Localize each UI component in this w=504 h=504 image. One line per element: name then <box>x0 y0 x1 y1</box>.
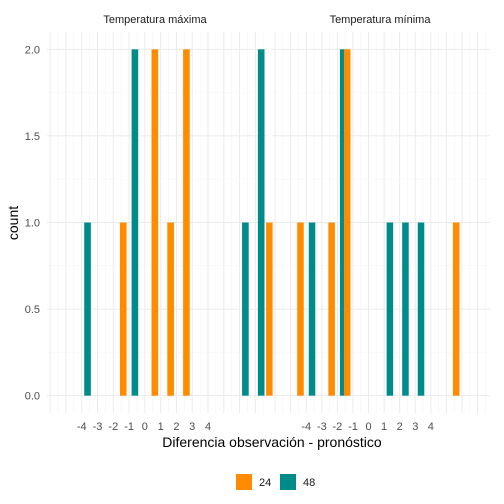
bar-48 <box>417 222 425 396</box>
bar-48 <box>84 222 91 396</box>
x-tick-label: 4 <box>428 421 434 433</box>
legend-label: 48 <box>303 477 315 489</box>
x-tick-label: -3 <box>317 421 327 433</box>
legend: 24 48 <box>236 474 315 490</box>
bars <box>266 49 460 396</box>
bar-24 <box>343 49 351 396</box>
panel-temperatura-minima: Temperatura mínima -4 -3 -2 -1 0 1 2 3 4 <box>266 14 490 433</box>
x-tick-label: -3 <box>93 421 103 433</box>
y-tick-label: 0.5 <box>25 304 40 316</box>
y-tick-label: 0.0 <box>25 391 40 403</box>
y-tick-label: 1.0 <box>25 218 40 230</box>
bar-48 <box>339 49 347 396</box>
x-tick-label: 1 <box>381 421 387 433</box>
legend-label: 24 <box>259 477 271 489</box>
bar-24 <box>266 222 273 396</box>
x-tick-label: 2 <box>173 421 179 433</box>
bar-24 <box>328 222 335 396</box>
bar-24 <box>452 222 460 396</box>
x-axis-title: Diferencia observación - pronóstico <box>162 434 382 450</box>
gridlines <box>272 32 490 413</box>
x-tick-label: 0 <box>142 421 148 433</box>
bar-48 <box>402 222 409 396</box>
bar-24 <box>167 222 174 396</box>
bar-48 <box>257 49 265 396</box>
bar-24 <box>119 222 127 396</box>
bars <box>84 49 265 396</box>
x-tick-label: -4 <box>301 421 311 433</box>
x-tick-label: -2 <box>333 421 343 433</box>
x-tick-label: -2 <box>108 421 118 433</box>
y-tick-label: 2.0 <box>25 44 40 56</box>
bar-24 <box>183 49 190 396</box>
x-tick-label: 1 <box>158 421 164 433</box>
panel-title: Temperatura mínima <box>330 14 432 26</box>
x-tick-label: 0 <box>365 421 371 433</box>
x-tick-label: 3 <box>412 421 418 433</box>
legend-key-48 <box>280 474 296 490</box>
bar-48 <box>242 222 249 396</box>
bar-48 <box>386 222 394 396</box>
legend-key-24 <box>236 474 252 490</box>
bar-48 <box>308 222 316 396</box>
panel-temperatura-maxima: Temperatura máxima -4 -3 -2 -1 0 1 2 3 4 <box>47 14 268 433</box>
bar-24 <box>151 49 159 396</box>
x-tick-label: 4 <box>205 421 211 433</box>
y-axis-title: count <box>5 206 21 240</box>
x-tick-label: -4 <box>77 421 87 433</box>
x-tick-label: -1 <box>124 421 134 433</box>
x-tick-label: 2 <box>397 421 403 433</box>
x-tick-labels: -4 -3 -2 -1 0 1 2 3 4 <box>301 421 434 433</box>
y-tick-label: 1.5 <box>25 131 40 143</box>
bar-24 <box>297 222 304 396</box>
x-tick-labels: -4 -3 -2 -1 0 1 2 3 4 <box>77 421 211 433</box>
x-tick-label: -1 <box>348 421 358 433</box>
panel-title: Temperatura máxima <box>103 14 207 26</box>
y-tick-labels: 0.0 0.5 1.0 1.5 2.0 <box>25 44 40 402</box>
x-tick-label: 3 <box>189 421 195 433</box>
bar-48 <box>131 49 139 396</box>
